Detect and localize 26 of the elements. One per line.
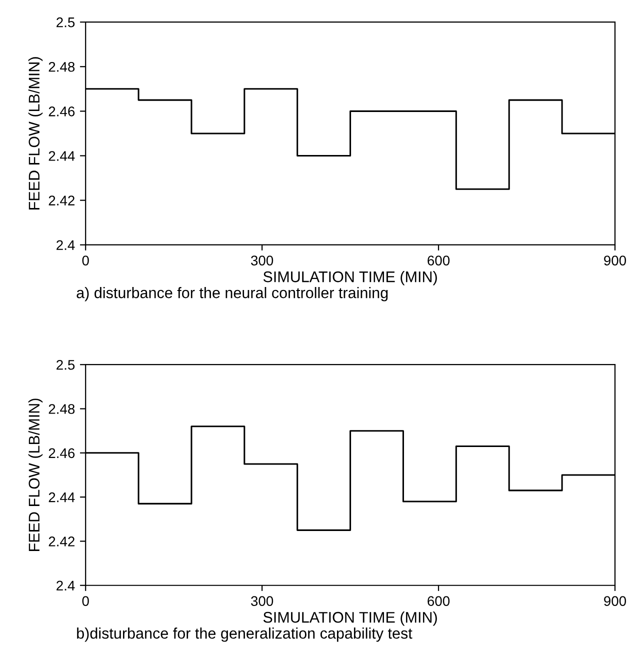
y-tick-label: 2.4: [56, 240, 75, 250]
y-tick-label: 2.48: [48, 62, 75, 72]
y-tick-label: 2.44: [48, 492, 75, 502]
x-axis-title: SIMULATION TIME (MIN): [263, 270, 437, 286]
x-tick-label: 300: [251, 256, 274, 266]
y-tick-label: 2.5: [56, 360, 75, 370]
text: b)disturbance for the generalization capability test: [77, 628, 412, 642]
y-tick-label: 2.48: [48, 404, 75, 414]
y-axis-title: FEED FLOW (LB/MIN): [28, 398, 43, 551]
x-tick-label: 600: [428, 596, 450, 606]
y-tick-label: 2.44: [48, 151, 75, 161]
x-axis-title: SIMULATION TIME (MIN): [263, 612, 437, 626]
x-tick-label: 900: [604, 596, 626, 606]
y-tick-label: 2.42: [48, 196, 74, 206]
x-tick-label: 300: [251, 596, 274, 606]
x-tick-label: 0: [82, 596, 89, 606]
y-tick-label: 2.46: [48, 448, 75, 458]
y-tick-label: 2.42: [48, 536, 74, 546]
x-tick-label: 600: [428, 256, 450, 266]
y-tick-label: 2.4: [56, 580, 75, 590]
y-axis-title: FEED FLOW (LB/MIN): [28, 57, 43, 210]
text: a) disturbance for the neural controller training: [76, 287, 388, 302]
x-tick-label: 900: [604, 256, 626, 266]
x-tick-label: 0: [82, 256, 89, 266]
y-tick-label: 2.5: [56, 17, 75, 28]
y-tick-label: 2.46: [48, 106, 75, 116]
